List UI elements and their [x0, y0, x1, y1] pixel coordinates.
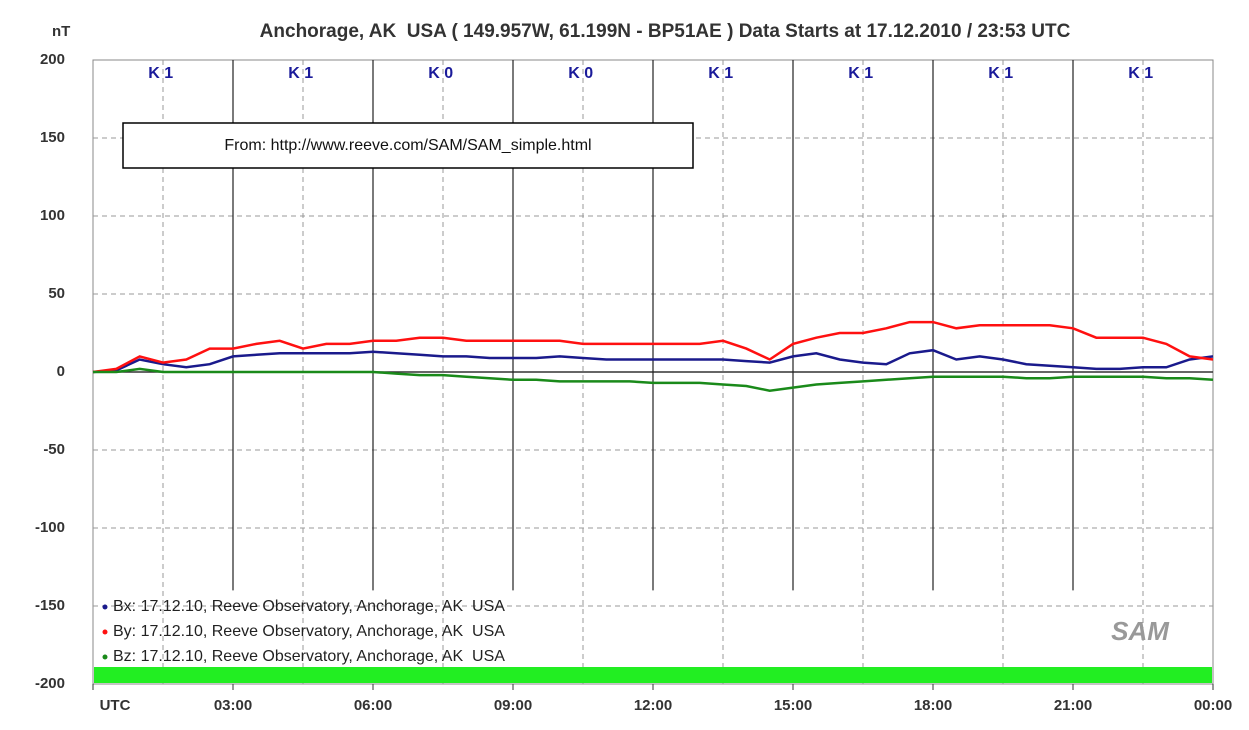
x-tick-label: 09:00 — [494, 697, 532, 714]
k-index: K 1 — [988, 65, 1013, 82]
y-tick-label: 50 — [48, 285, 65, 302]
annotation-box — [122, 122, 694, 169]
legend-label: Bz: 17.12.10, Reeve Observatory, Anchora… — [113, 648, 505, 665]
chart-title: Anchorage, AK USA ( 149.957W, 61.199N - … — [260, 21, 1071, 42]
series-line — [92, 320, 1214, 374]
y-axis-label: nT — [52, 23, 70, 40]
x-tick-label: 06:00 — [354, 697, 392, 714]
y-tick-label: -50 — [43, 441, 65, 458]
x-tick-label: 12:00 — [634, 697, 672, 714]
y-tick-label: 200 — [40, 51, 65, 68]
series-line — [93, 367, 1214, 392]
x-tick-label: UTC — [100, 697, 131, 714]
status-band — [94, 667, 1212, 683]
legend-marker — [102, 654, 108, 660]
legend-marker — [102, 604, 108, 610]
legend-label: By: 17.12.10, Reeve Observatory, Anchora… — [113, 623, 505, 640]
k-index: K 1 — [288, 65, 313, 82]
legend-label: Bx: 17.12.10, Reeve Observatory, Anchora… — [113, 598, 505, 615]
y-tick-label: -150 — [35, 597, 65, 614]
y-tick-label: 100 — [40, 207, 65, 224]
y-tick-label: -100 — [35, 519, 65, 536]
k-index: K 1 — [148, 65, 173, 82]
annotation: From: http://www.reeve.com/SAM/SAM_simpl… — [224, 137, 591, 154]
y-tick-label: 0 — [57, 363, 65, 380]
y-tick-label: -200 — [35, 675, 65, 692]
x-tick-label: 18:00 — [914, 697, 952, 714]
legend-marker — [102, 629, 108, 635]
k-index: K 0 — [428, 65, 453, 82]
series-line — [92, 348, 1214, 374]
k-index: K 1 — [848, 65, 873, 82]
x-tick-label: 00:00 — [1194, 697, 1232, 714]
x-tick-label: 03:00 — [214, 697, 252, 714]
x-tick-label: 15:00 — [774, 697, 812, 714]
y-tick-label: 150 — [40, 129, 65, 146]
logo: SAM — [1111, 616, 1170, 646]
k-index: K 1 — [708, 65, 733, 82]
k-index: K 1 — [1128, 65, 1153, 82]
k-index: K 0 — [568, 65, 593, 82]
x-tick-label: 21:00 — [1054, 697, 1092, 714]
